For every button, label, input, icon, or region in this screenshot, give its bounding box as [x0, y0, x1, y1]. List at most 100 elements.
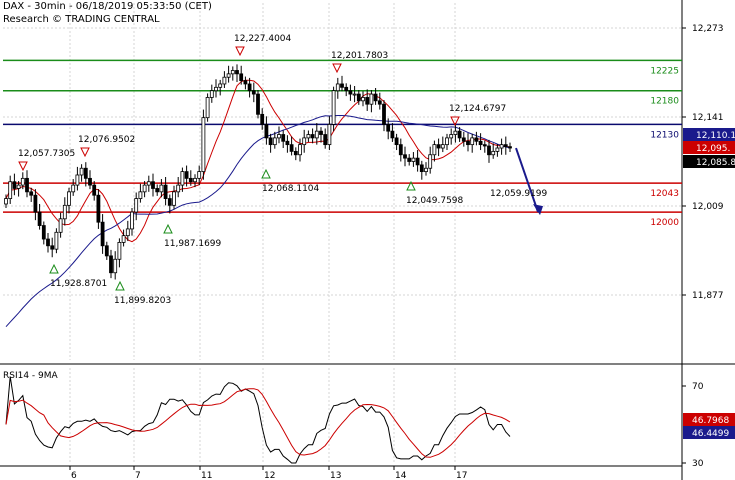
candle-body — [323, 134, 328, 146]
candle-body — [226, 73, 231, 78]
low-marker — [406, 180, 416, 191]
candle-body — [453, 130, 458, 135]
x-tick-label: 14 — [395, 471, 407, 480]
candle-body — [508, 146, 512, 149]
level-label: 12000 — [650, 218, 679, 228]
candle-body — [113, 258, 118, 274]
candle-body — [16, 184, 21, 189]
grid — [3, 3, 682, 463]
y-tick-label: 12,273 — [692, 24, 724, 34]
candle-body — [163, 184, 168, 199]
level-label: 12130 — [650, 130, 679, 140]
annotation-label: 12,057.7305 — [18, 149, 75, 159]
candle-body — [71, 184, 76, 193]
candle-body — [289, 144, 294, 152]
candle-body — [466, 140, 470, 146]
candles — [4, 64, 512, 280]
candle-body — [155, 188, 160, 193]
candle-body — [428, 154, 433, 169]
candle-body — [407, 157, 412, 162]
rsi-title: RSI14 - 9MA — [3, 371, 59, 381]
rsi-panel: RSI14 - 9MA 70 30 — [3, 371, 704, 469]
price-tags: 12,110.1 12,095. 12,085.8 46.7968 46.4499 — [683, 128, 735, 439]
level-label: 12225 — [650, 66, 679, 76]
annotation-label: 12,049.7598 — [406, 196, 464, 206]
candle-body — [20, 177, 25, 186]
candle-body — [184, 171, 189, 179]
candle-body — [302, 137, 307, 146]
candle-body — [487, 145, 491, 156]
low-marker — [163, 223, 173, 234]
candle-body — [218, 83, 223, 88]
candle-body — [415, 157, 420, 166]
price-tag — [683, 141, 735, 154]
moving-average-fast — [5, 79, 511, 243]
candle-body — [285, 140, 290, 146]
candle-body — [96, 194, 101, 223]
candle-body — [167, 198, 172, 206]
candle-body — [197, 171, 202, 179]
candle-body — [79, 167, 84, 176]
candle-body — [176, 184, 181, 193]
candle-body — [470, 137, 475, 146]
candle-body — [474, 137, 479, 142]
candle-body — [235, 70, 239, 75]
candle-body — [12, 181, 17, 189]
low-marker — [49, 263, 59, 274]
candle-body — [419, 164, 424, 173]
candle-body — [134, 198, 139, 213]
y-tick-label: 12,141 — [692, 113, 724, 123]
rsi-ma-line — [5, 388, 511, 458]
candle-body — [33, 194, 38, 213]
level-label: 12043 — [650, 189, 679, 199]
candle-body — [377, 100, 382, 105]
y-tick-label: 12,009 — [692, 202, 724, 212]
projection-arrow — [515, 147, 539, 213]
candle-body — [478, 140, 483, 146]
annotation-label: 12,068.1104 — [262, 184, 320, 194]
candle-body — [340, 83, 344, 88]
price-tag — [683, 155, 735, 168]
candle-body — [142, 184, 147, 193]
candle-body — [130, 211, 134, 230]
candle-body — [188, 177, 193, 183]
candle-body — [260, 113, 265, 125]
annotation-label: 12,059.9199 — [490, 189, 548, 199]
candle-body — [310, 134, 315, 139]
candle-body — [449, 134, 454, 139]
annotation-label: 11,899.8203 — [114, 296, 171, 306]
level-lines: 12225 12180 12130 12043 12000 — [3, 59, 682, 228]
rsi-value-tag-label: 46.7968 — [692, 416, 729, 426]
candle-body — [117, 242, 122, 260]
high-marker — [332, 63, 342, 74]
candle-body — [344, 86, 349, 92]
candle-body — [121, 235, 126, 243]
candle-body — [4, 198, 8, 205]
candle-body — [390, 130, 395, 139]
candle-body — [172, 191, 176, 206]
annotation-label: 11,928.8701 — [50, 279, 107, 289]
x-tick-label: 12 — [264, 471, 275, 480]
rsi-value-tag-label: 46.4499 — [692, 429, 729, 439]
low-marker — [261, 168, 271, 179]
candle-body — [50, 245, 55, 250]
rsi-value-tag — [683, 426, 735, 439]
candle-body — [62, 204, 67, 220]
candle-body — [201, 117, 206, 173]
chart-title: DAX - 30min - 06/18/2019 05:33:50 (CET) — [3, 1, 212, 12]
candle-body — [75, 174, 80, 186]
candle-body — [230, 70, 235, 75]
annotation-label: 12,076.9502 — [78, 135, 135, 145]
candle-body — [348, 90, 353, 95]
y-tick-label: 11,877 — [692, 291, 724, 301]
candle-body — [54, 231, 59, 250]
candle-body — [314, 130, 319, 139]
candle-body — [352, 93, 357, 96]
candle-body — [37, 211, 42, 226]
candle-body — [335, 83, 340, 92]
candle-body — [461, 137, 466, 142]
candle-body — [491, 150, 496, 156]
low-marker — [115, 280, 125, 291]
candle-body — [222, 76, 227, 85]
